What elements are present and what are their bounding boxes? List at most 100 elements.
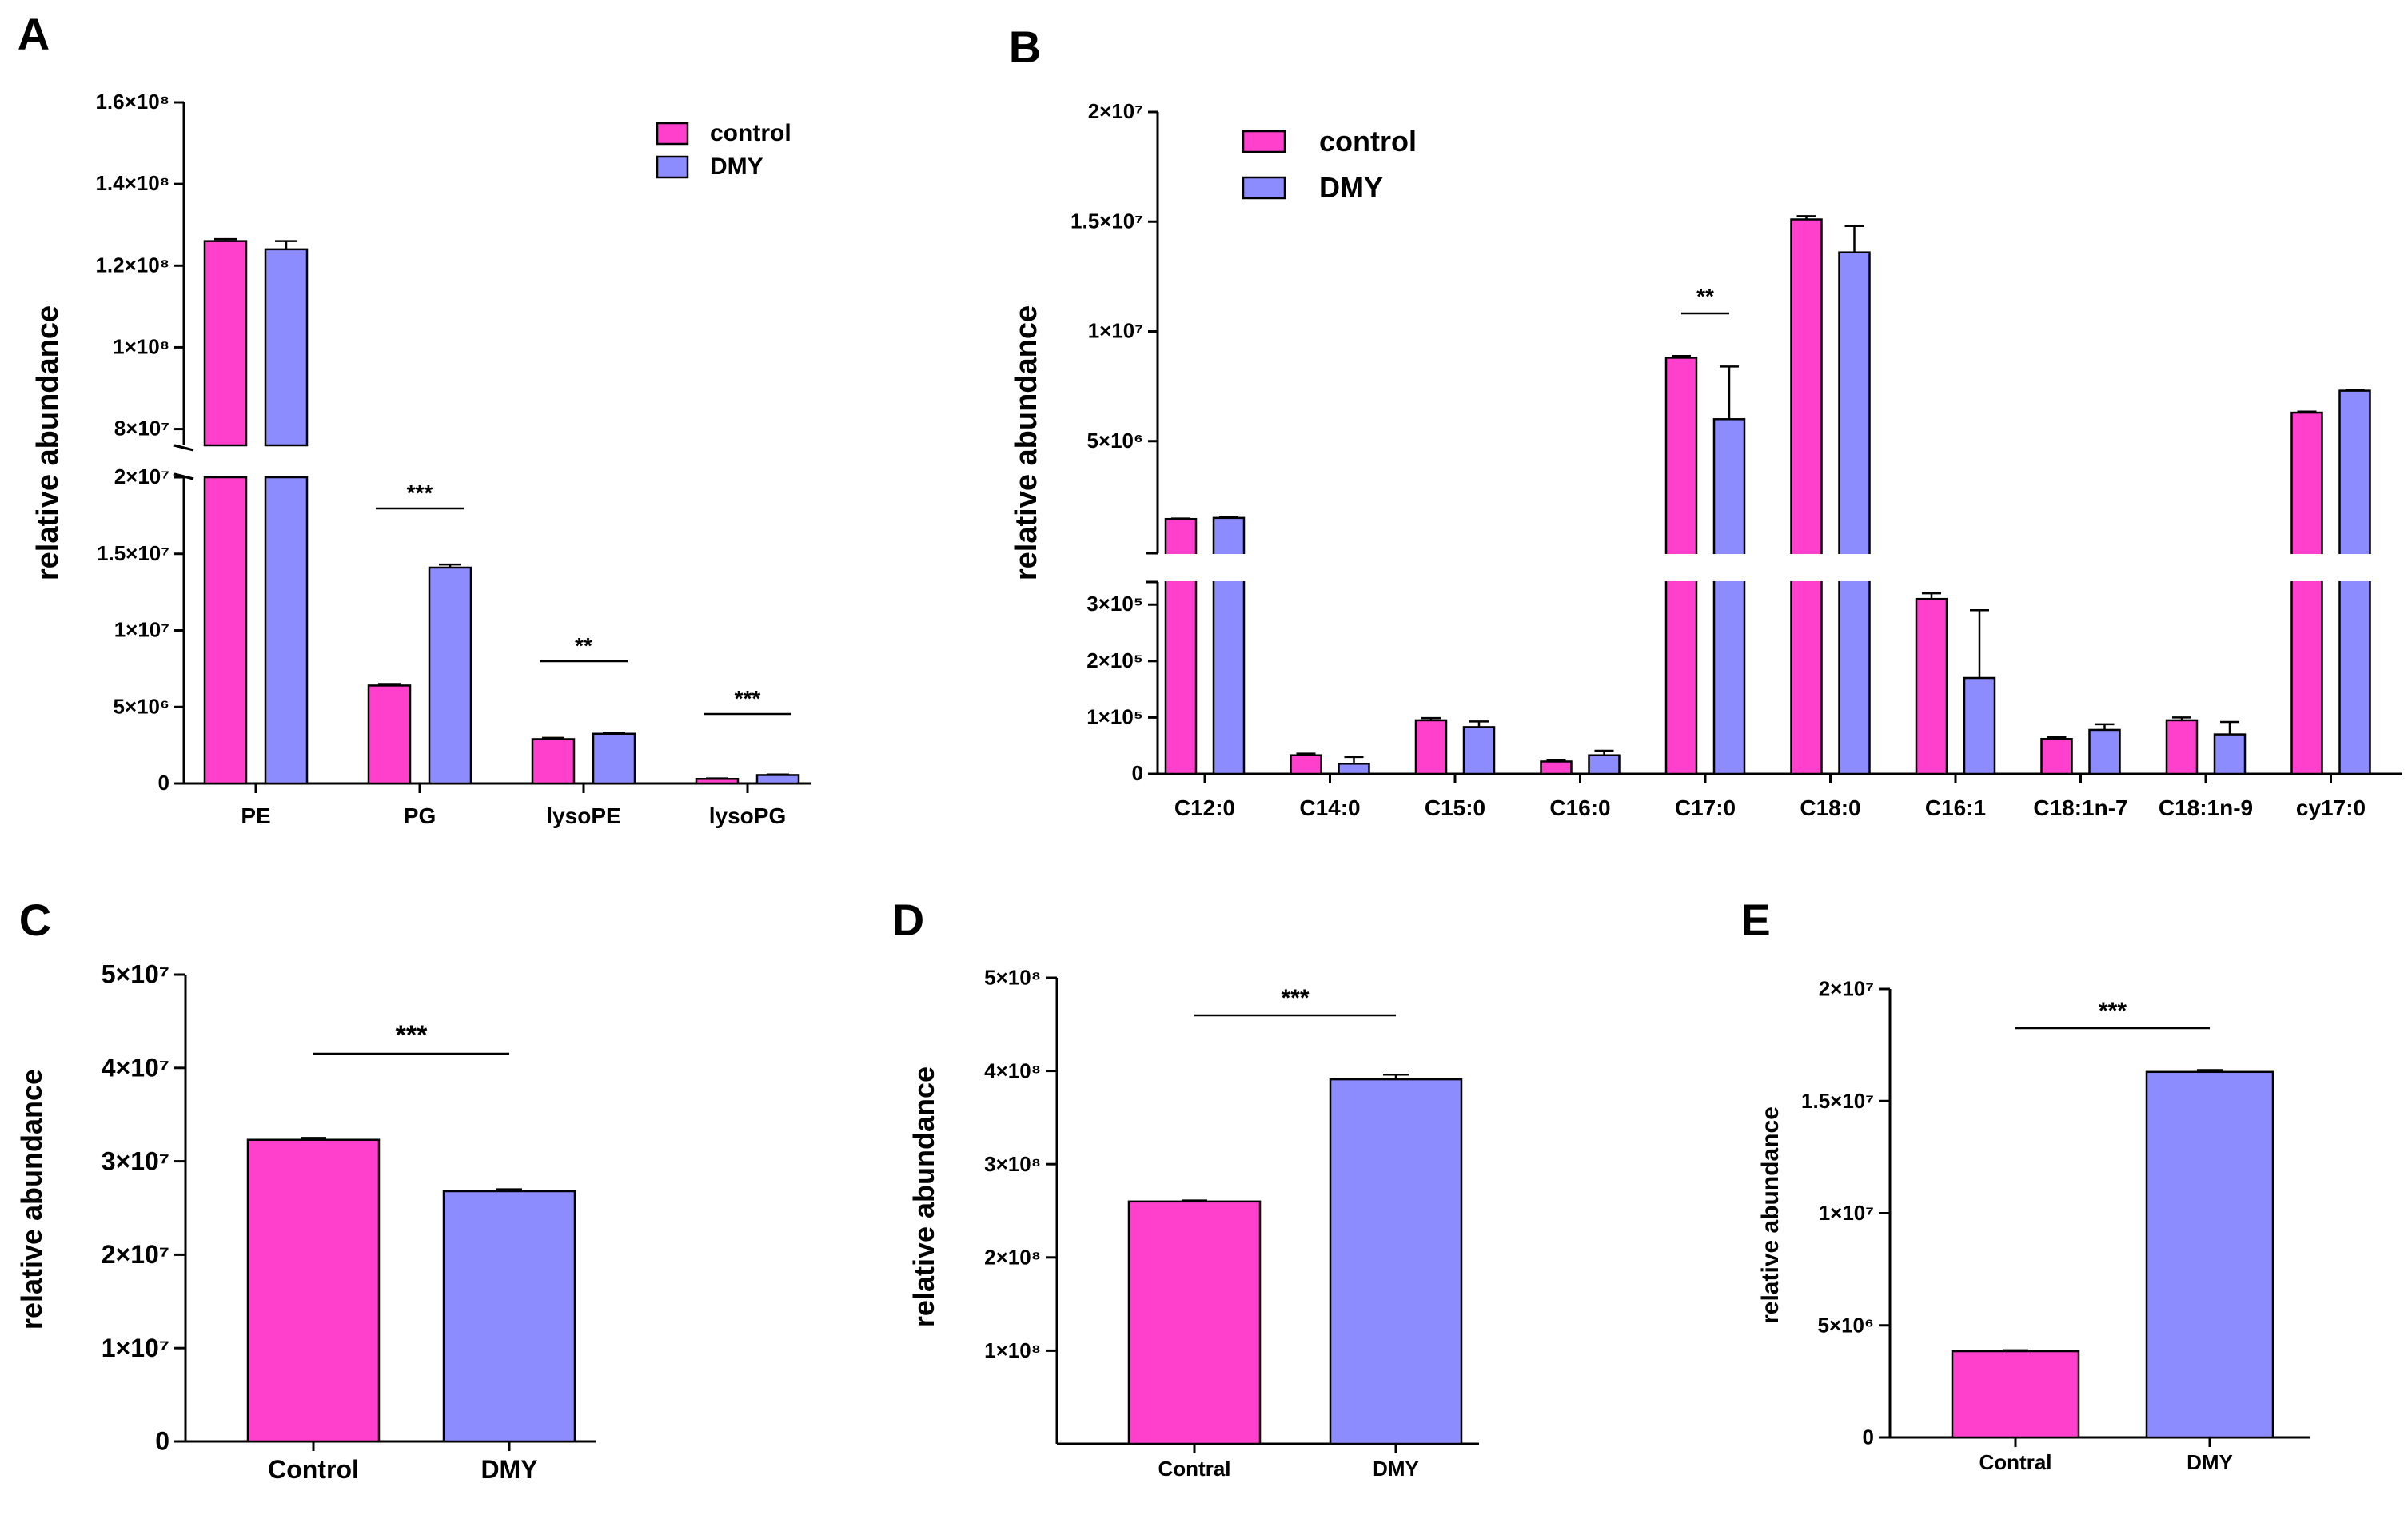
- b-category-label: C18:1n-9: [2159, 795, 2253, 820]
- b-bar-dmy-cy17-0: [2338, 389, 2371, 775]
- b-bar-control-c18-1n-7: [2040, 737, 2073, 775]
- b-bar-dmy-c14-0: [1338, 763, 1370, 775]
- e-bar-contral: [1951, 1350, 2080, 1439]
- b-category-label: C15:0: [1425, 795, 1485, 820]
- a-ytick-label: 2×10⁷: [114, 464, 169, 488]
- a-axis-break-mark: [173, 472, 194, 480]
- b-ytick-label: 1×10⁵: [1086, 704, 1143, 728]
- b-legend-label: control: [1319, 125, 1417, 157]
- a-ytick-label: 8×10⁷: [114, 417, 169, 441]
- b-significance-label: **: [1696, 284, 1714, 309]
- d-bar-dmy: [1329, 1078, 1463, 1445]
- a-legend-label: control: [710, 120, 791, 146]
- b-bar-control-c14-0: [1290, 754, 1322, 775]
- a-ytick-label: 1.5×10⁷: [97, 541, 169, 565]
- e-y-axis-label: relative abundance: [1757, 1106, 1784, 1324]
- a-bar-dmy-lysopg: [755, 774, 800, 785]
- a-significance-label: **: [575, 633, 592, 658]
- b-bar-dmy-c15-0: [1462, 726, 1496, 775]
- d-ytick-label: 3×10⁸: [984, 1152, 1041, 1176]
- panel-label-e: E: [1740, 895, 1770, 945]
- c-ytick-label: 1×10⁷: [102, 1334, 169, 1362]
- b-category-label: C18:0: [1800, 795, 1860, 820]
- b-bar-dmy-c18-1n-7: [2088, 728, 2121, 775]
- d-y-axis-label: relative abundance: [907, 1066, 940, 1327]
- a-ytick-label: 1×10⁸: [113, 334, 169, 358]
- b-bar-control-c15-0: [1414, 719, 1448, 775]
- b-ytick-label: 2×10⁵: [1086, 648, 1143, 672]
- e-category-label: DMY: [2187, 1450, 2233, 1474]
- c-y-axis-label: relative abundance: [15, 1069, 48, 1330]
- d-ytick-label: 5×10⁸: [984, 966, 1041, 990]
- c-ytick-label: 5×10⁷: [102, 960, 169, 989]
- b-ytick-label: 2×10⁷: [1088, 99, 1143, 123]
- b-bar-control-c18-0: [1790, 218, 1823, 775]
- b-bar-dmy-c17-0: [1712, 418, 1746, 775]
- panel-label-d: D: [892, 895, 924, 945]
- d-bar-contral: [1127, 1200, 1262, 1445]
- b-break-gap: [1162, 554, 2402, 581]
- e-ytick-label: 5×10⁶: [1817, 1313, 1874, 1337]
- a-bar-dmy-pe: [264, 248, 309, 447]
- d-ytick-label: 2×10⁸: [984, 1245, 1041, 1269]
- d-ytick-label: 4×10⁸: [984, 1059, 1041, 1082]
- a-ytick-label: 0: [158, 771, 169, 795]
- c-ytick-label: 0: [155, 1427, 169, 1456]
- a-legend-label: DMY: [710, 153, 763, 180]
- b-y-axis-label: relative abundance: [1010, 305, 1043, 580]
- c-category-label: DMY: [480, 1455, 537, 1484]
- a-ytick-label: 1.6×10⁸: [95, 90, 169, 114]
- b-legend-label: DMY: [1319, 171, 1383, 204]
- panel-label-c: C: [19, 895, 51, 945]
- b-ytick-label: 0: [1132, 761, 1143, 785]
- d-ytick-label: 1×10⁸: [984, 1338, 1041, 1362]
- b-bar-dmy-c18-0: [1838, 251, 1871, 775]
- e-bar-dmy: [2145, 1070, 2274, 1439]
- a-bar-control-pg: [367, 684, 412, 785]
- c-ytick-label: 4×10⁷: [102, 1053, 169, 1082]
- panel-label-b: B: [1009, 22, 1041, 72]
- b-ytick-label: 1.5×10⁷: [1070, 209, 1143, 233]
- a-ytick-label: 1×10⁷: [114, 618, 169, 642]
- d-category-label: Contral: [1158, 1457, 1231, 1481]
- a-bar-dmy-pg: [428, 566, 472, 785]
- a-significance-label: ***: [735, 686, 761, 711]
- b-ytick-label: 1×10⁷: [1088, 319, 1143, 343]
- a-ytick-label: 1.4×10⁸: [95, 171, 169, 195]
- b-bar-control-c16-0: [1540, 760, 1573, 775]
- b-ytick-label: 5×10⁶: [1086, 429, 1143, 453]
- a-y-axis-label: relative abundance: [31, 305, 65, 580]
- c-bar-dmy: [442, 1190, 576, 1443]
- b-bar-dmy-c16-1: [1963, 676, 1996, 775]
- d-category-label: DMY: [1373, 1457, 1419, 1481]
- e-category-label: Contral: [1979, 1450, 2052, 1474]
- b-bar-control-c16-1: [1915, 597, 1948, 775]
- a-bar-dmy-pe-lower: [264, 476, 309, 785]
- b-category-label: C16:0: [1549, 795, 1610, 820]
- e-ytick-label: 2×10⁷: [1819, 977, 1874, 1001]
- a-category-label: lysoPE: [546, 803, 620, 828]
- b-category-label: C18:1n-7: [2033, 795, 2127, 820]
- panel-label-a: A: [18, 9, 50, 59]
- a-significance-label: ***: [407, 480, 433, 505]
- c-category-label: Control: [268, 1455, 359, 1484]
- b-bar-control-c18-1n-9: [2165, 719, 2199, 775]
- c-bar-control: [246, 1138, 381, 1443]
- e-ytick-label: 1.5×10⁷: [1801, 1089, 1874, 1113]
- e-significance-label: ***: [2099, 998, 2127, 1024]
- c-ytick-label: 2×10⁷: [102, 1240, 169, 1269]
- a-ytick-label: 5×10⁶: [113, 694, 169, 718]
- a-ytick-label: 1.2×10⁸: [95, 253, 169, 277]
- e-ytick-label: 0: [1863, 1425, 1874, 1449]
- b-ytick-label: 3×10⁵: [1086, 592, 1143, 616]
- e-ytick-label: 1×10⁷: [1819, 1201, 1874, 1225]
- a-bar-control-lysopg: [695, 778, 740, 785]
- b-bar-dmy-c18-1n-9: [2213, 733, 2247, 775]
- b-legend-swatch-dmy: [1242, 176, 1286, 200]
- a-legend-swatch-dmy: [656, 155, 689, 179]
- a-category-label: PE: [241, 803, 270, 828]
- b-category-label: cy17:0: [2296, 795, 2366, 820]
- a-break-gap: [189, 447, 309, 476]
- c-ytick-label: 3×10⁷: [102, 1146, 169, 1175]
